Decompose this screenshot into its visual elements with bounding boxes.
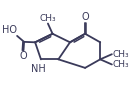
Text: HO: HO — [1, 26, 16, 35]
Text: O: O — [20, 51, 27, 61]
Text: CH₃: CH₃ — [39, 14, 56, 23]
Text: NH: NH — [31, 64, 46, 74]
Text: CH₃: CH₃ — [112, 50, 129, 59]
Text: CH₃: CH₃ — [112, 60, 129, 69]
Text: O: O — [81, 12, 89, 22]
